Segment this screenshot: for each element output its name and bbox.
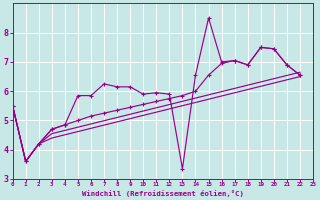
X-axis label: Windchill (Refroidissement éolien,°C): Windchill (Refroidissement éolien,°C) — [82, 190, 244, 197]
